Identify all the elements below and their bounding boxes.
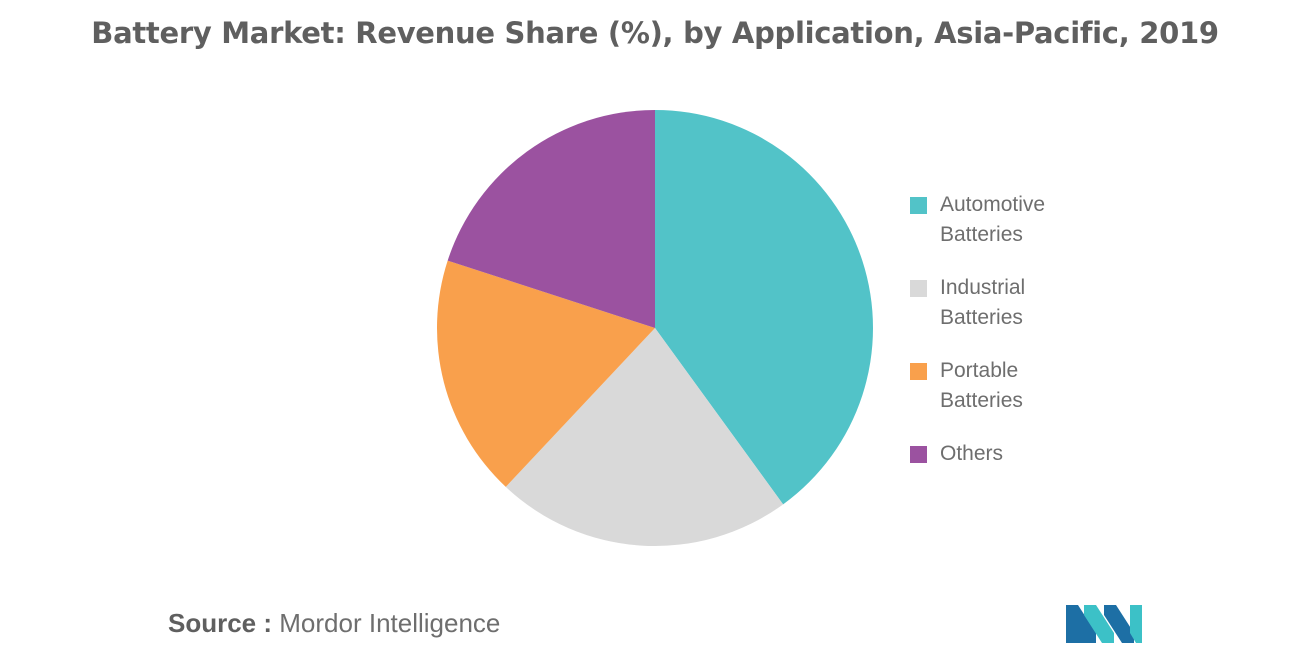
legend-label-line1: Automotive xyxy=(940,193,1046,216)
legend-swatch-industrial xyxy=(910,280,927,297)
legend-label-line2: Batteries xyxy=(940,389,1023,412)
source-note: Source : Mordor Intelligence xyxy=(168,608,500,639)
pie-slice-portable-batteries xyxy=(436,260,655,487)
source-text: Mordor Intelligence xyxy=(279,608,501,638)
pie-slice-others xyxy=(447,110,655,328)
pie-slice-industrial-batteries xyxy=(505,328,784,546)
legend-item-others: Others xyxy=(910,439,1130,469)
pie-slice-automotive-batteries xyxy=(655,110,873,505)
legend-swatch-portable xyxy=(910,363,927,380)
mordor-intelligence-logo-icon xyxy=(1066,605,1142,643)
source-prefix: Source : xyxy=(168,608,273,638)
legend-item-automotive: Automotive Batteries xyxy=(910,190,1130,250)
legend-swatch-automotive xyxy=(910,197,927,214)
legend-label-line1: Portable xyxy=(940,359,1019,382)
legend-item-industrial: Industrial Batteries xyxy=(910,273,1130,333)
legend-label-line1: Others xyxy=(940,442,1004,465)
legend-label-line2: Batteries xyxy=(940,223,1023,246)
legend-label-line2: Batteries xyxy=(940,306,1023,329)
chart-title: Battery Market: Revenue Share (%), by Ap… xyxy=(91,16,1219,50)
legend-swatch-others xyxy=(910,446,927,463)
legend-item-portable: Portable Batteries xyxy=(910,356,1130,416)
legend: Automotive Batteries Industrial Batterie… xyxy=(910,190,1130,492)
legend-label-line1: Industrial xyxy=(940,276,1026,299)
